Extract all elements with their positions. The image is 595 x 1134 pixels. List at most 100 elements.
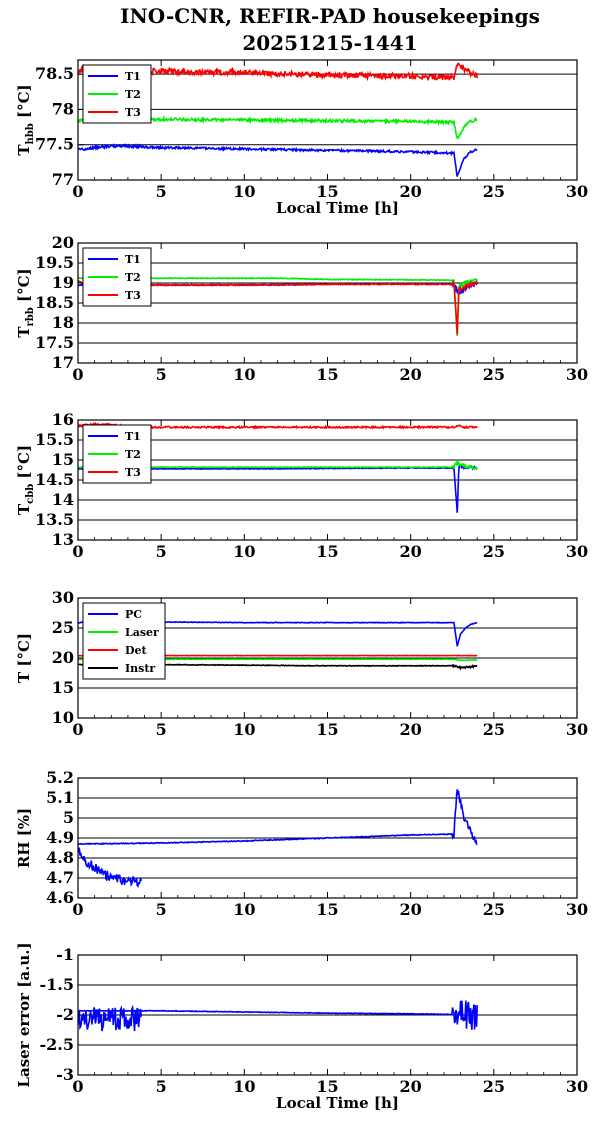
x-tick-label-rh-0: 0 [72,900,83,919]
y-tick-label-tbb-3: 78.5 [35,64,74,83]
series-line-tbb-t1 [78,143,478,177]
y-tick-label-rh-6: 5.2 [46,768,74,787]
y-tick-label-temps-4: 30 [52,588,74,607]
y-tick-label-cbb-0: 13 [52,530,74,549]
y-tick-label-temps-0: 10 [52,708,74,727]
x-tick-label-cbb-4: 20 [400,542,422,561]
x-tick-label-laser-3: 15 [316,1077,338,1096]
legend-label-cbb-t2: T2 [125,448,141,461]
x-tick-label-tbb-3: 15 [316,182,338,201]
legend-rbb: T1 T2 T3 [82,247,152,307]
figure-title-line2: 20251215-1441 [242,31,417,55]
legend-box-temps [82,602,166,680]
legend-label-temps-instr: Instr [125,662,155,675]
y-tick-label-temps-1: 15 [52,678,74,697]
y-axis-label-cbb: Tcbb [°C] [15,445,36,515]
y-tick-label-rh-5: 5.1 [46,788,74,807]
x-tick-label-temps-6: 30 [566,720,588,739]
x-tick-label-cbb-3: 15 [316,542,338,561]
panels: 0 5 10 15 20 25 30 77 77.5 78 78.5 Local Time [h] Th… [15,59,588,1112]
legend-cbb: T1 T2 T3 [82,424,152,484]
legend-temps: PC Laser Det Instr [82,602,166,680]
y-tick-label-temps-2: 20 [52,648,74,667]
chart-panel-rh: 0 5 10 15 20 25 304.64.74.84.955.15.2RH [%] [15,768,588,919]
y-tick-label-laser-2: -2 [56,1005,74,1024]
x-tick-label-rbb-2: 10 [233,365,255,384]
x-tick-label-cbb-2: 10 [233,542,255,561]
legend-label-rbb-t2: T2 [125,271,141,284]
x-tick-label-laser-4: 20 [400,1077,422,1096]
x-axis-label-laser: Local Time [h] [276,1094,399,1112]
legend-label-cbb-t1: T1 [125,430,141,443]
y-tick-label-tbb-2: 78 [52,99,74,118]
x-tick-label-laser-5: 25 [483,1077,505,1096]
x-tick-label-temps-2: 10 [233,720,255,739]
y-axis-label-temps: T [°C] [15,633,33,683]
y-tick-label-tbb-0: 77 [52,170,74,189]
x-tick-label-temps-1: 5 [156,720,167,739]
y-tick-label-cbb-3: 14.5 [35,470,74,489]
x-tick-label-tbb-2: 10 [233,182,255,201]
y-tick-label-laser-3: -1.5 [40,975,74,994]
x-tick-label-rh-3: 15 [316,900,338,919]
y-tick-label-tbb-1: 77.5 [35,135,74,154]
x-tick-label-laser-1: 5 [156,1077,167,1096]
x-tick-label-temps-0: 0 [72,720,83,739]
legend-label-tbb-t2: T2 [125,88,141,101]
x-tick-label-rbb-6: 30 [566,365,588,384]
x-tick-label-rh-1: 5 [156,900,167,919]
legend-label-tbb-t3: T3 [125,106,141,119]
x-tick-label-cbb-0: 0 [72,542,83,561]
x-tick-label-tbb-5: 25 [483,182,505,201]
x-tick-label-cbb-1: 5 [156,542,167,561]
y-tick-label-cbb-5: 15.5 [35,430,74,449]
y-tick-label-cbb-4: 15 [52,450,74,469]
legend-label-rbb-t1: T1 [125,253,141,266]
legend-label-temps-det: Det [125,644,148,657]
legend-label-tbb-t1: T1 [125,70,141,83]
x-tick-label-rh-4: 20 [400,900,422,919]
y-tick-label-rbb-1: 17.5 [35,333,74,352]
legend-label-rbb-t3: T3 [125,289,141,302]
y-tick-label-rh-0: 4.6 [46,888,74,907]
legend-label-temps-pc: PC [125,608,142,621]
legend-label-cbb-t3: T3 [125,466,141,479]
y-axis-label-rh: RH [%] [15,808,33,868]
y-tick-label-cbb-2: 14 [52,490,74,509]
x-tick-label-rbb-5: 25 [483,365,505,384]
x-tick-label-temps-5: 25 [483,720,505,739]
legend-label-temps-laser: Laser [125,626,159,639]
y-tick-label-rbb-6: 20 [52,233,74,252]
chart-panel-tbb: 0 5 10 15 20 25 30 77 77.5 78 78.5 Local Time [h] Th… [15,59,588,217]
series-line-laser-le-a [78,1004,143,1032]
x-tick-label-cbb-6: 30 [566,542,588,561]
y-tick-label-laser-1: -2.5 [40,1035,74,1054]
x-tick-label-rh-5: 25 [483,900,505,919]
x-tick-label-laser-2: 10 [233,1077,255,1096]
y-axis-label-rbb: Trbb [°C] [15,268,36,337]
y-tick-label-cbb-6: 16 [52,410,74,429]
y-tick-label-rbb-2: 18 [52,313,74,332]
y-tick-label-cbb-1: 13.5 [35,510,74,529]
x-tick-label-rbb-4: 20 [400,365,422,384]
x-tick-label-rh-6: 30 [566,900,588,919]
series-line-rh-rh-a [78,847,142,889]
x-tick-label-temps-3: 15 [316,720,338,739]
y-tick-label-rh-3: 4.9 [46,828,74,847]
x-axis-label-tbb: Local Time [h] [276,199,399,217]
y-tick-label-rbb-3: 18.5 [35,293,74,312]
y-tick-label-laser-4: -1 [56,945,74,964]
series-line-laser-le-b [78,1000,478,1030]
y-tick-label-temps-3: 25 [52,618,74,637]
chart-panel-temps: 0 5 10 15 20 25 30 10 15 20 25 30 T [°C] PC Laser Det In… [15,588,588,739]
y-tick-label-rh-4: 5 [63,808,74,827]
y-tick-label-rbb-4: 19 [52,273,74,292]
x-tick-label-tbb-0: 0 [72,182,83,201]
x-tick-label-cbb-5: 25 [483,542,505,561]
x-tick-label-tbb-1: 5 [156,182,167,201]
y-axis-label-tbb: Thbb [°C] [15,84,36,155]
chart-panel-laser: 0 5 10 15 20 25 30 -3 -2.5 -2 -1.5 -1 Local Time [h]… [15,942,588,1112]
